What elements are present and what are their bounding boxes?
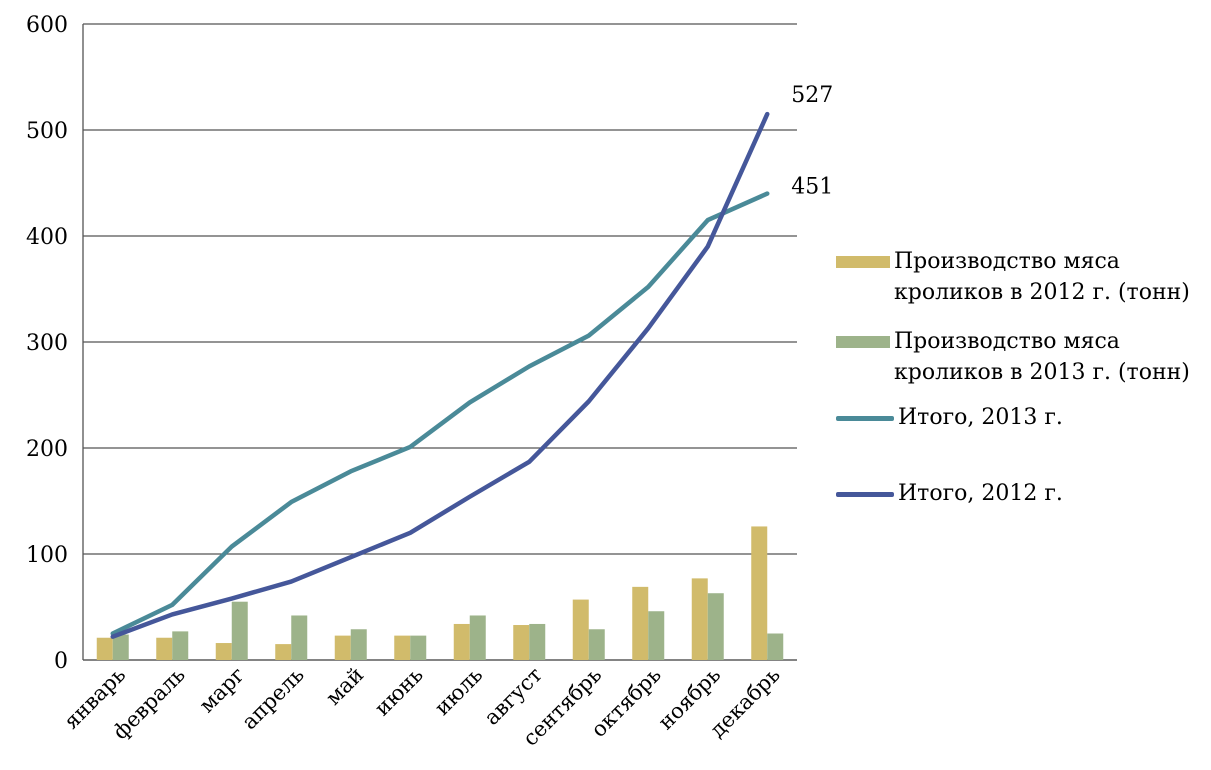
bar: [215, 643, 232, 660]
x-tick-label: марг: [195, 663, 250, 718]
bar: [291, 615, 308, 660]
legend-swatch-bar-2012: [836, 256, 890, 268]
bar: [275, 644, 292, 660]
legend-label-bar-2012: Производство мяса кроликов в 2012 г. (то…: [894, 249, 1190, 305]
y-tick-label: 400: [26, 225, 68, 250]
bar: [334, 635, 351, 660]
y-tick-label: 100: [26, 543, 68, 568]
bar: [632, 586, 649, 660]
y-tick-label: 500: [26, 119, 68, 144]
bar: [588, 629, 605, 660]
x-tick-label: июнь: [370, 663, 428, 721]
legend-item-total-2012: Итого, 2012 г.: [836, 478, 1063, 509]
x-tick-label: июль: [430, 663, 487, 720]
end-label: 451: [791, 175, 833, 200]
bar: [513, 625, 530, 660]
bar: [156, 637, 173, 660]
end-labels: 451 527: [791, 83, 833, 200]
bar: [231, 601, 248, 660]
y-axis-ticks: 0 100 200 300 400 500 600: [26, 13, 68, 674]
bar: [469, 615, 486, 660]
bar: [172, 631, 189, 660]
legend-label-total-2012: Итого, 2012 г.: [898, 481, 1063, 506]
bar: [707, 593, 724, 660]
end-label: 527: [791, 83, 833, 108]
bar: [529, 623, 546, 660]
bar: [691, 578, 708, 660]
bar: [767, 633, 784, 660]
bar: [394, 635, 411, 660]
legend-swatch-total-2012: [836, 492, 894, 497]
y-tick-label: 200: [26, 437, 68, 462]
x-tick-label: май: [321, 663, 368, 710]
bar: [96, 637, 113, 660]
y-tick-label: 600: [26, 13, 68, 38]
gridlines: [82, 23, 797, 661]
x-tick-label: апрель: [237, 663, 309, 735]
bar: [350, 629, 367, 660]
legend-label-total-2013: Итого, 2013 г.: [898, 405, 1063, 430]
bar: [410, 635, 427, 660]
bars: [96, 526, 784, 660]
bar: [453, 623, 470, 660]
legend-label-bar-2013: Производство мяса кроликов в 2013 г. (то…: [894, 329, 1190, 385]
bar: [112, 634, 129, 660]
legend-item-total-2013: Итого, 2013 г.: [836, 402, 1063, 433]
legend-item-bar-2013: Производство мяса кроликов в 2013 г. (то…: [836, 326, 1190, 388]
y-tick-label: 0: [54, 649, 68, 674]
series-line: [110, 111, 770, 639]
legend-item-bar-2012: Производство мяса кроликов в 2012 г. (то…: [836, 246, 1190, 308]
lines: [110, 111, 770, 639]
bar: [572, 599, 589, 660]
bar: [648, 611, 665, 660]
legend-swatch-total-2013: [836, 416, 894, 421]
legend-swatch-bar-2013: [836, 336, 890, 348]
bar: [751, 526, 768, 660]
y-tick-label: 300: [26, 331, 68, 356]
series-line: [110, 191, 770, 636]
